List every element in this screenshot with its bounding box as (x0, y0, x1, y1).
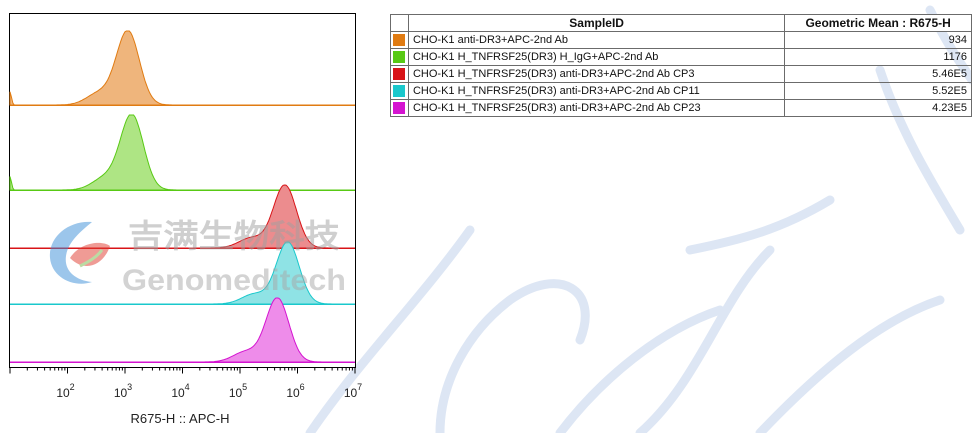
x-tick-label: 107 (344, 382, 362, 400)
legend-geo-mean: 4.23E5 (784, 99, 972, 117)
histogram-fill-1 (9, 30, 355, 106)
legend-table: SampleID Geometric Mean : R675-H CHO-K1 … (390, 14, 972, 117)
legend-swatch-cell (390, 99, 409, 117)
legend-color-swatch (393, 34, 405, 46)
x-tick-label: 106 (286, 382, 304, 400)
legend-sample-id: CHO-K1 H_TNFRSF25(DR3) anti-DR3+APC-2nd … (407, 99, 786, 117)
legend-row: CHO-K1 H_TNFRSF25(DR3) anti-DR3+APC-2nd … (390, 65, 972, 83)
legend-row: CHO-K1 H_TNFRSF25(DR3) anti-DR3+APC-2nd … (390, 99, 972, 117)
legend-swatch-cell (390, 65, 409, 83)
company-logo-watermark: 吉满生物科技 Genomeditech (49, 218, 346, 292)
histogram-series-5 (10, 297, 355, 363)
legend-color-swatch (393, 85, 405, 97)
legend-sample-id: CHO-K1 H_TNFRSF25(DR3) anti-DR3+APC-2nd … (407, 82, 786, 100)
legend-header-sampleid: SampleID (407, 14, 786, 32)
legend-header-row: SampleID Geometric Mean : R675-H (390, 14, 972, 32)
legend-swatch-cell (390, 82, 409, 100)
logo-text-en: Genomeditech (122, 264, 346, 292)
legend-geo-mean: 5.52E5 (784, 82, 972, 100)
logo-leaf-icon (70, 242, 110, 267)
histogram-series-4 (10, 241, 355, 305)
legend-header-geomean: Geometric Mean : R675-H (784, 14, 972, 32)
x-tick-label: 103 (114, 382, 132, 400)
legend-color-swatch (393, 102, 405, 114)
x-tick-label: 104 (171, 382, 189, 400)
logo-swirl-icon (49, 221, 92, 284)
x-tick-label: 102 (56, 382, 74, 400)
legend-row: CHO-K1 H_TNFRSF25(DR3) anti-DR3+APC-2nd … (390, 82, 972, 100)
legend-geo-mean: 5.46E5 (784, 65, 972, 83)
x-tick-label: 105 (229, 382, 247, 400)
logo-text-cn: 吉满生物科技 (128, 218, 340, 254)
legend-row: CHO-K1 anti-DR3+APC-2nd Ab 934 (390, 31, 972, 49)
histogram-series-2 (9, 114, 355, 191)
legend-sample-id: CHO-K1 H_TNFRSF25(DR3) H_IgG+APC-2nd Ab (407, 48, 786, 66)
histogram-fill-5 (10, 297, 355, 363)
legend-color-swatch (393, 68, 405, 80)
histogram-series-1 (9, 30, 355, 106)
legend-geo-mean: 1176 (784, 48, 972, 66)
histogram-plot: 102 103 104 105 106 107 (9, 13, 362, 400)
histogram-fill-2 (9, 114, 355, 191)
legend-header-swatch (390, 14, 409, 32)
histogram-fill-4 (10, 241, 355, 305)
legend-sample-id: CHO-K1 H_TNFRSF25(DR3) anti-DR3+APC-2nd … (407, 65, 786, 83)
legend-swatch-cell (390, 48, 409, 66)
legend-swatch-cell (390, 31, 409, 49)
x-axis-label: R675-H :: APC-H (130, 411, 230, 426)
legend-row: CHO-K1 H_TNFRSF25(DR3) H_IgG+APC-2nd Ab 1… (390, 48, 972, 66)
legend-color-swatch (393, 51, 405, 63)
legend-sample-id: CHO-K1 anti-DR3+APC-2nd Ab (407, 31, 786, 49)
legend-geo-mean: 934 (784, 31, 972, 49)
